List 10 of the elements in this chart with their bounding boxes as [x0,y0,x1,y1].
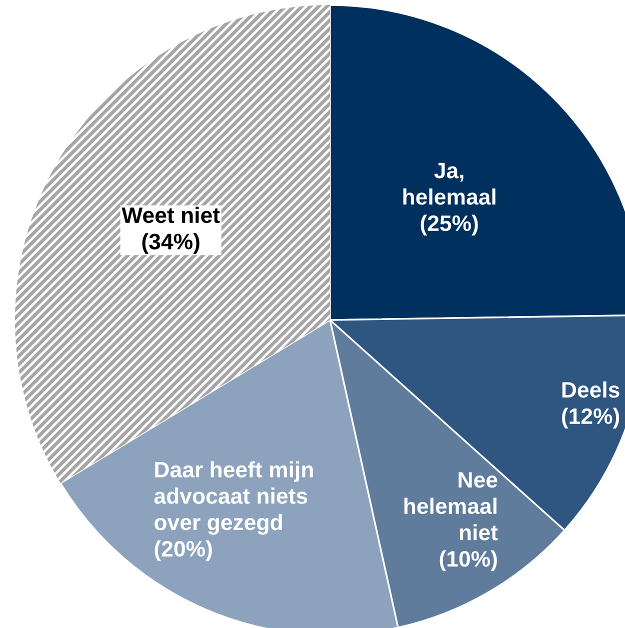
data-label: (12%) [562,408,620,428]
slice-label: Ja, helemaal [403,162,496,205]
slice-label: Weet niet [122,206,220,224]
data-label: (20%) [154,540,212,562]
data-label: (25%) [420,214,478,236]
data-label: (34%) [142,233,200,254]
data-label: (10%) [440,550,497,572]
slice-label: Deels [562,381,620,398]
slice-label: Nee helemaal niet [404,472,498,540]
slice-label: Daar heeft mijn advocaat niets over gezegd [154,461,313,535]
